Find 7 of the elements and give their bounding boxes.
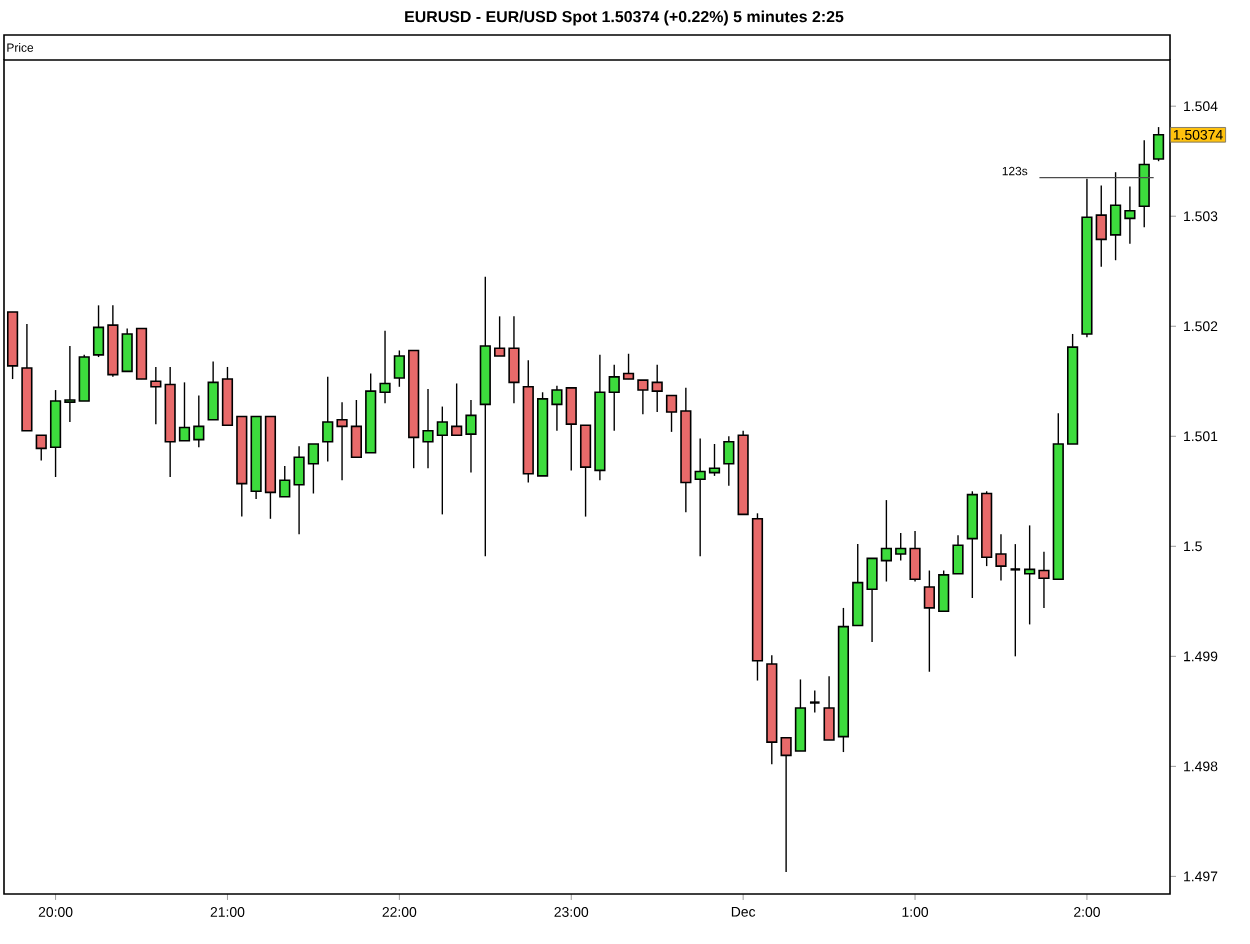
candlestick — [1009, 543, 1022, 658]
candlestick — [723, 435, 735, 487]
candlestick — [808, 689, 821, 714]
candlestick — [150, 366, 162, 425]
candlestick — [1152, 126, 1165, 162]
candlestick — [1138, 139, 1150, 228]
candlestick — [651, 364, 663, 413]
